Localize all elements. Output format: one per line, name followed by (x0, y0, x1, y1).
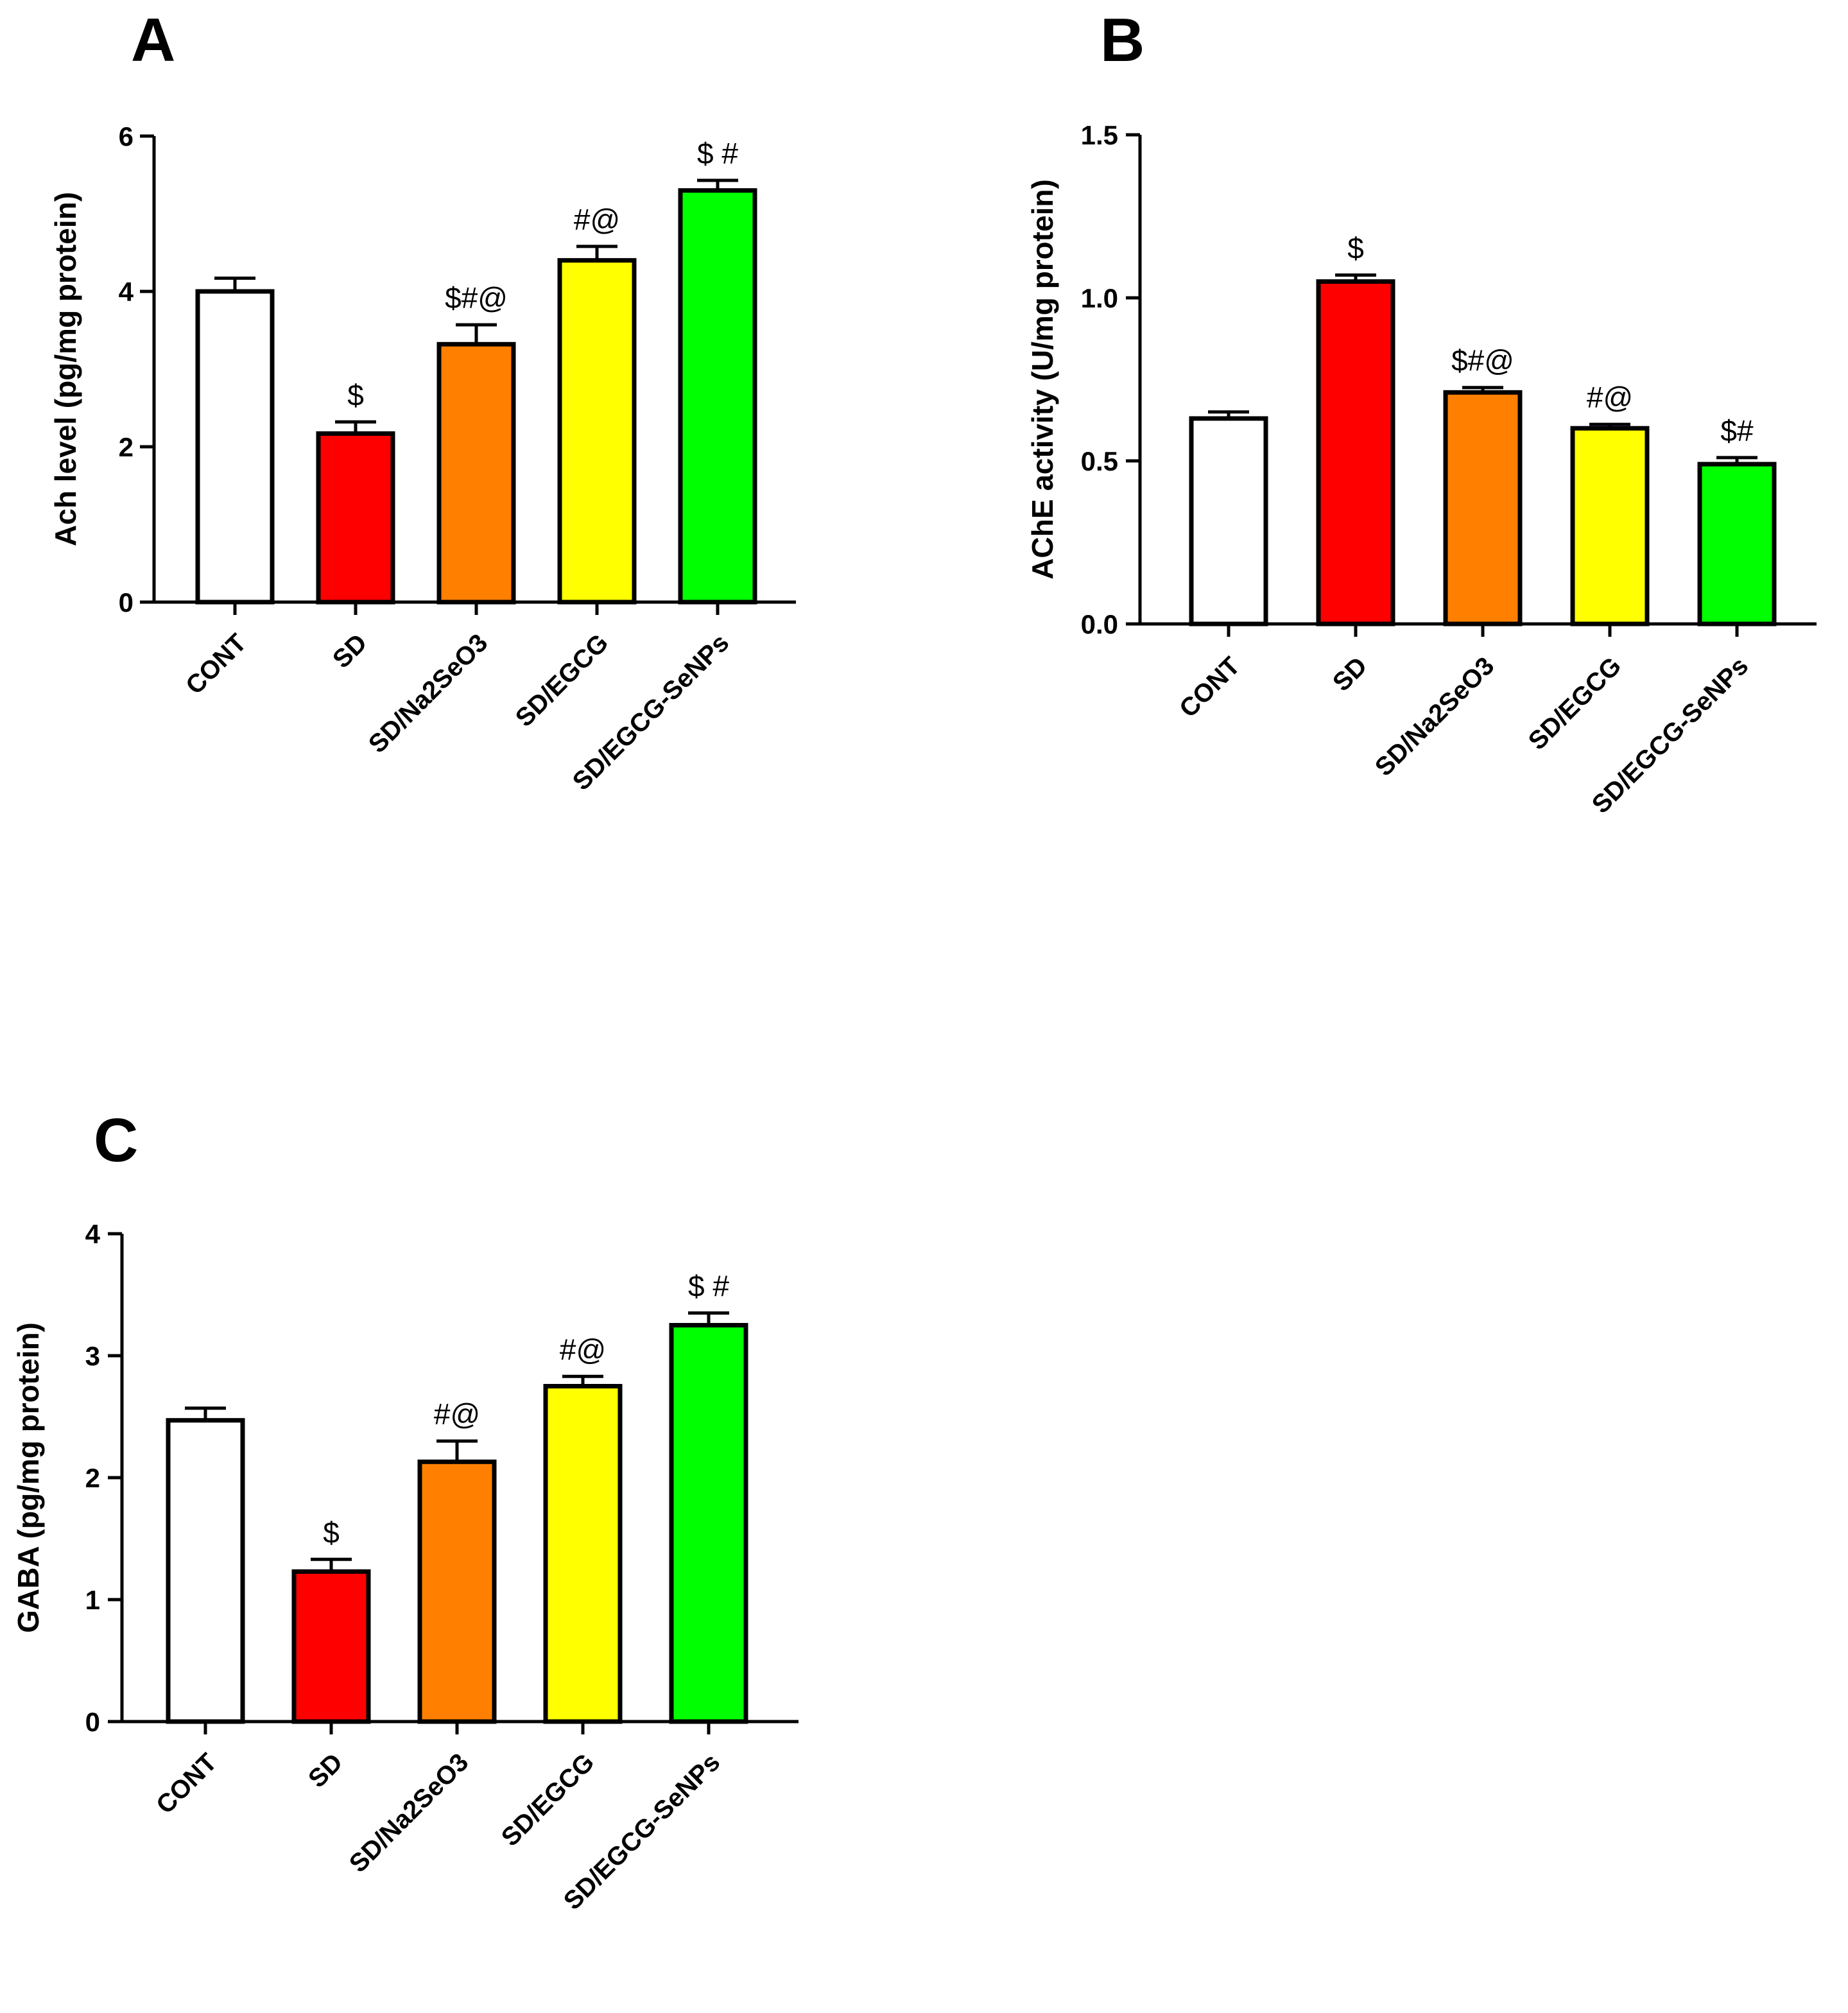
y-tick-label: 4 (119, 277, 134, 307)
y-tick-label: 2 (85, 1463, 100, 1493)
y-tick-label: 1 (85, 1585, 100, 1615)
x-category-label: SD/EGCG (1523, 652, 1627, 756)
bar-sd-egcg (1570, 426, 1650, 626)
bar-sd-egcg (557, 258, 637, 605)
x-category-label: SD/Na2SeO3 (1370, 652, 1499, 781)
significance-label: #@ (434, 1397, 480, 1431)
y-tick-label: 2 (119, 432, 134, 462)
bar-sd-egcg (543, 1384, 623, 1724)
y-tick-label: 1.5 (1081, 120, 1118, 150)
x-category-label: SD/Na2SeO3 (363, 628, 493, 758)
bar-sd (316, 431, 395, 605)
bar-sd-egcg-senps (669, 1323, 748, 1724)
chart-b-svg: 0.0 0.5 1.0 1.5 AChE activity (U/mg protein)… (1026, 120, 1817, 819)
bar-sd (1316, 279, 1395, 626)
chart-a-svg: 0 2 4 6 Ach level (pg/mg protein) CONT $ SD $#@ S… (49, 121, 796, 796)
significance-label: $# (1720, 414, 1754, 447)
bar-sd-egcg-senps (678, 188, 757, 605)
bar-sd-egcg-senps (1697, 462, 1777, 626)
y-tick-label: 0 (119, 587, 134, 618)
chart-panel-b: B 0.0 0.5 1.0 1.5 AChE activity (U/mg protei… (924, 0, 1848, 1001)
y-tick-label: 0.5 (1081, 446, 1118, 476)
panel-label-c: C (94, 1106, 139, 1175)
significance-label: #@ (560, 1333, 606, 1366)
y-axis-title: Ach level (pg/mg protein) (49, 192, 82, 546)
panel-label-a: A (131, 6, 176, 74)
y-tick-label: 3 (85, 1341, 100, 1371)
y-axis-title: GABA (pg/mg protein) (12, 1322, 45, 1633)
y-tick-label: 1.0 (1081, 283, 1118, 313)
x-category-label: SD/EGCG (496, 1748, 600, 1852)
significance-label: $ (347, 378, 364, 411)
significance-label: $#@ (1451, 344, 1514, 377)
x-category-label: CONT (180, 628, 252, 700)
bar-sd-na2seo3 (1443, 390, 1523, 626)
x-category-label: SD (303, 1748, 348, 1793)
y-tick-label: 0.0 (1081, 609, 1118, 639)
chart-panel-a: A 0 2 4 6 Ach level (pg/mg protein) CONT $ SD $#… (0, 0, 924, 1001)
bar-cont (1189, 416, 1268, 626)
chart-panel-c: C 0 1 2 3 4 GABA (pg/mg protein) CONT $ SD #@ SD/N… (0, 1001, 924, 2013)
significance-label: $ # (688, 1270, 729, 1303)
significance-label: $ # (697, 137, 738, 170)
x-category-label: CONT (1174, 652, 1245, 723)
y-tick-label: 0 (85, 1707, 100, 1737)
x-category-label: SD/Na2SeO3 (344, 1748, 474, 1878)
significance-label: $#@ (445, 281, 508, 315)
x-category-label: SD/EGCG (510, 628, 614, 732)
x-category-label: CONT (151, 1748, 222, 1819)
bar-cont (195, 289, 275, 605)
y-tick-label: 4 (85, 1219, 101, 1249)
significance-label: $ (323, 1516, 340, 1549)
x-category-label: SD (327, 628, 372, 673)
bar-cont (166, 1418, 245, 1724)
significance-label: #@ (1587, 381, 1633, 414)
y-tick-label: 6 (119, 121, 134, 151)
significance-label: $ (1347, 231, 1364, 264)
bar-sd-na2seo3 (417, 1459, 497, 1724)
x-category-label: SD (1327, 652, 1372, 696)
y-axis-title: AChE activity (U/mg protein) (1026, 179, 1059, 580)
bar-sd (291, 1569, 371, 1724)
chart-c-svg: 0 1 2 3 4 GABA (pg/mg protein) CONT $ SD #@ SD/Na2… (12, 1219, 799, 1915)
significance-label: #@ (574, 203, 620, 236)
panel-label-b: B (1100, 6, 1145, 74)
bar-sd-na2seo3 (436, 341, 516, 605)
